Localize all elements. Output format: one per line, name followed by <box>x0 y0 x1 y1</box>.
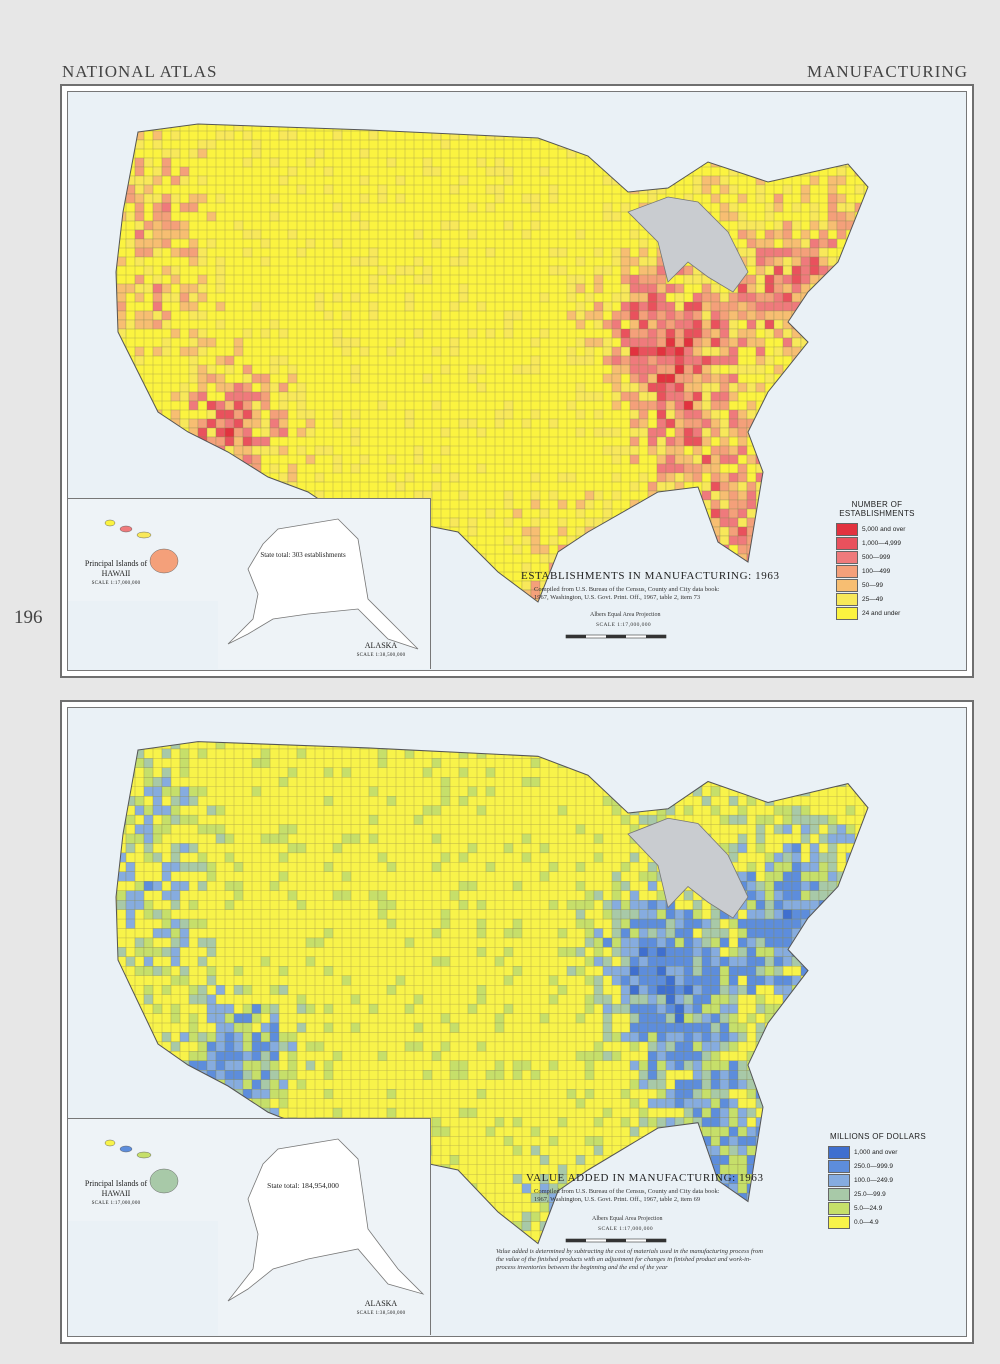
legend-swatch <box>828 1215 850 1229</box>
value-added-note: Value added is determined by subtracting… <box>496 1248 763 1271</box>
legend-item: 24 and under <box>836 606 918 620</box>
legend-swatch <box>828 1145 850 1159</box>
legend-label: 0.0—4.9 <box>854 1218 879 1226</box>
establishments-map-panel: Principal Islands of HAWAII SCALE 1:17,0… <box>60 84 974 678</box>
legend-swatch <box>828 1201 850 1215</box>
legend-item: 1,000 and over <box>828 1145 928 1159</box>
alaska-label-2: ALASKA SCALE 1:38,500,000 <box>356 1299 406 1316</box>
legend-item: 250.0—999.9 <box>828 1159 928 1173</box>
alaska-state-total-2: State total: 184,954,000 <box>267 1181 339 1190</box>
legend-item: 25—49 <box>836 592 918 606</box>
alaska-label: ALASKA SCALE 1:38,500,000 <box>356 641 406 658</box>
value-added-scale-bar <box>565 1238 667 1243</box>
legend-swatch <box>836 592 858 606</box>
legend-label: 5,000 and over <box>862 525 906 533</box>
legend-item: 5.0—24.9 <box>828 1201 928 1215</box>
legend-item: 500—999 <box>836 550 918 564</box>
legend-swatch <box>836 522 858 536</box>
alaska-outline <box>227 518 419 650</box>
legend-label: 1,000 and over <box>854 1148 898 1156</box>
hawaii-islands-2 <box>104 1139 179 1194</box>
value-added-legend: MILLIONS OF DOLLARS 1,000 and over 250.0—… <box>828 1132 928 1229</box>
legend-label: 1,000—4,999 <box>862 539 902 547</box>
establishments-map-frame: Principal Islands of HAWAII SCALE 1:17,0… <box>67 91 967 671</box>
legend-item: 100.0—249.9 <box>828 1173 928 1187</box>
value-added-map-panel: Principal Islands of HAWAII SCALE 1:17,0… <box>60 700 974 1344</box>
legend-label: 25.0—99.9 <box>854 1190 886 1198</box>
value-added-scale: SCALE 1:17,000,000 <box>598 1226 654 1232</box>
legend-item: 0.0—4.9 <box>828 1215 928 1229</box>
legend-label: 25—49 <box>862 595 883 603</box>
legend-swatch <box>836 606 858 620</box>
legend-label: 100.0—249.9 <box>854 1176 894 1184</box>
hawaii-inset: Principal Islands of HAWAII SCALE 1:17,0… <box>68 498 219 601</box>
alaska-state-total: State total: 303 establishments <box>260 551 346 559</box>
hawaii-label-2: Principal Islands of HAWAII SCALE 1:17,0… <box>84 1179 148 1206</box>
value-added-projection: Albers Equal Area Projection <box>592 1216 663 1222</box>
legend-swatch <box>836 550 858 564</box>
establishments-scale-bar <box>565 634 667 639</box>
legend-swatch <box>828 1173 850 1187</box>
hawaii-inset-2: Principal Islands of HAWAII SCALE 1:17,0… <box>68 1118 219 1221</box>
value-added-legend-title: MILLIONS OF DOLLARS <box>830 1132 926 1141</box>
alaska-inset: State total: 303 establishments ALASKA S… <box>218 498 431 669</box>
establishments-scale: SCALE 1:17,000,000 <box>596 622 652 628</box>
atlas-title: NATIONAL ATLAS <box>62 62 218 81</box>
value-added-map-frame: Principal Islands of HAWAII SCALE 1:17,0… <box>67 707 967 1337</box>
legend-swatch <box>836 578 858 592</box>
legend-label: 500—999 <box>862 553 891 561</box>
section-title: MANUFACTURING <box>807 62 968 81</box>
value-added-map-title: VALUE ADDED IN MANUFACTURING: 1963 <box>526 1172 764 1184</box>
legend-label: 24 and under <box>862 609 901 617</box>
page-number: 196 <box>14 607 43 628</box>
value-added-source: Compiled from U.S. Bureau of the Census,… <box>534 1188 720 1203</box>
establishments-legend-title: NUMBER OF ESTABLISHMENTS <box>839 500 915 518</box>
legend-swatch <box>836 536 858 550</box>
legend-item: 5,000 and over <box>836 522 918 536</box>
legend-item: 1,000—4,999 <box>836 536 918 550</box>
legend-swatch <box>836 564 858 578</box>
legend-label: 5.0—24.9 <box>854 1204 883 1212</box>
legend-label: 100—499 <box>862 567 891 575</box>
legend-label: 250.0—999.9 <box>854 1162 894 1170</box>
legend-item: 100—499 <box>836 564 918 578</box>
establishments-legend: NUMBER OF ESTABLISHMENTS 5,000 and over 1… <box>836 500 918 620</box>
legend-label: 50—99 <box>862 581 883 589</box>
legend-item: 25.0—99.9 <box>828 1187 928 1201</box>
alaska-outline-2 <box>227 1138 425 1302</box>
hawaii-islands <box>104 519 179 574</box>
alaska-inset-2: State total: 184,954,000 ALASKA SCALE 1:… <box>218 1118 431 1335</box>
legend-swatch <box>828 1187 850 1201</box>
great-lakes <box>627 817 749 919</box>
legend-swatch <box>828 1159 850 1173</box>
establishments-source: Compiled from U.S. Bureau of the Census,… <box>534 586 720 601</box>
legend-item: 50—99 <box>836 578 918 592</box>
establishments-projection: Albers Equal Area Projection <box>590 612 661 618</box>
establishments-map-title: ESTABLISHMENTS IN MANUFACTURING: 1963 <box>521 570 780 582</box>
value-added-choropleth-map <box>115 741 869 1245</box>
establishments-choropleth-map <box>115 123 869 603</box>
great-lakes <box>627 196 749 293</box>
hawaii-label: Principal Islands of HAWAII SCALE 1:17,0… <box>84 559 148 586</box>
